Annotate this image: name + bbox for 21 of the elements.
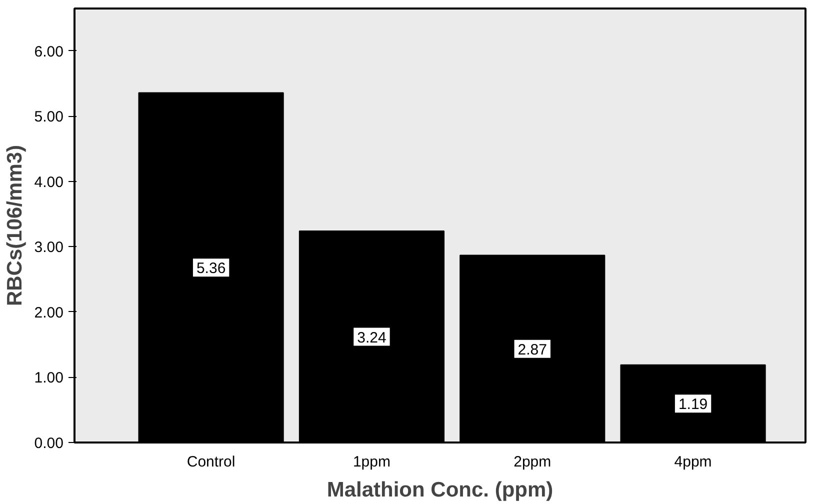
bar — [138, 92, 284, 442]
y-tick-label: 5.00 — [34, 108, 64, 126]
x-tick-label: 2ppm — [514, 454, 552, 470]
x-tick-label: Control — [186, 454, 236, 470]
y-tick-label: 2.00 — [34, 304, 64, 322]
y-tick-label: 6.00 — [34, 43, 64, 60]
data-label: 1.19 — [678, 396, 708, 414]
x-tick-label: 1ppm — [352, 454, 390, 470]
bar — [460, 254, 606, 442]
bar — [620, 364, 766, 442]
y-tick-label: 3.00 — [34, 239, 64, 256]
data-label: 2.87 — [518, 341, 547, 358]
y-tick-label: 4.00 — [34, 174, 64, 191]
y-tick-label: 0.00 — [34, 435, 64, 452]
x-axis-title: Malathion Conc. (ppm) — [326, 478, 554, 502]
data-label: 3.24 — [357, 329, 386, 346]
y-axis-title: RBCs(106/mm3) — [3, 144, 26, 306]
bar — [298, 230, 445, 442]
y-tick-label: 1.00 — [34, 370, 64, 387]
data-label: 5.36 — [196, 260, 226, 278]
x-tick-label: 4ppm — [674, 454, 712, 470]
